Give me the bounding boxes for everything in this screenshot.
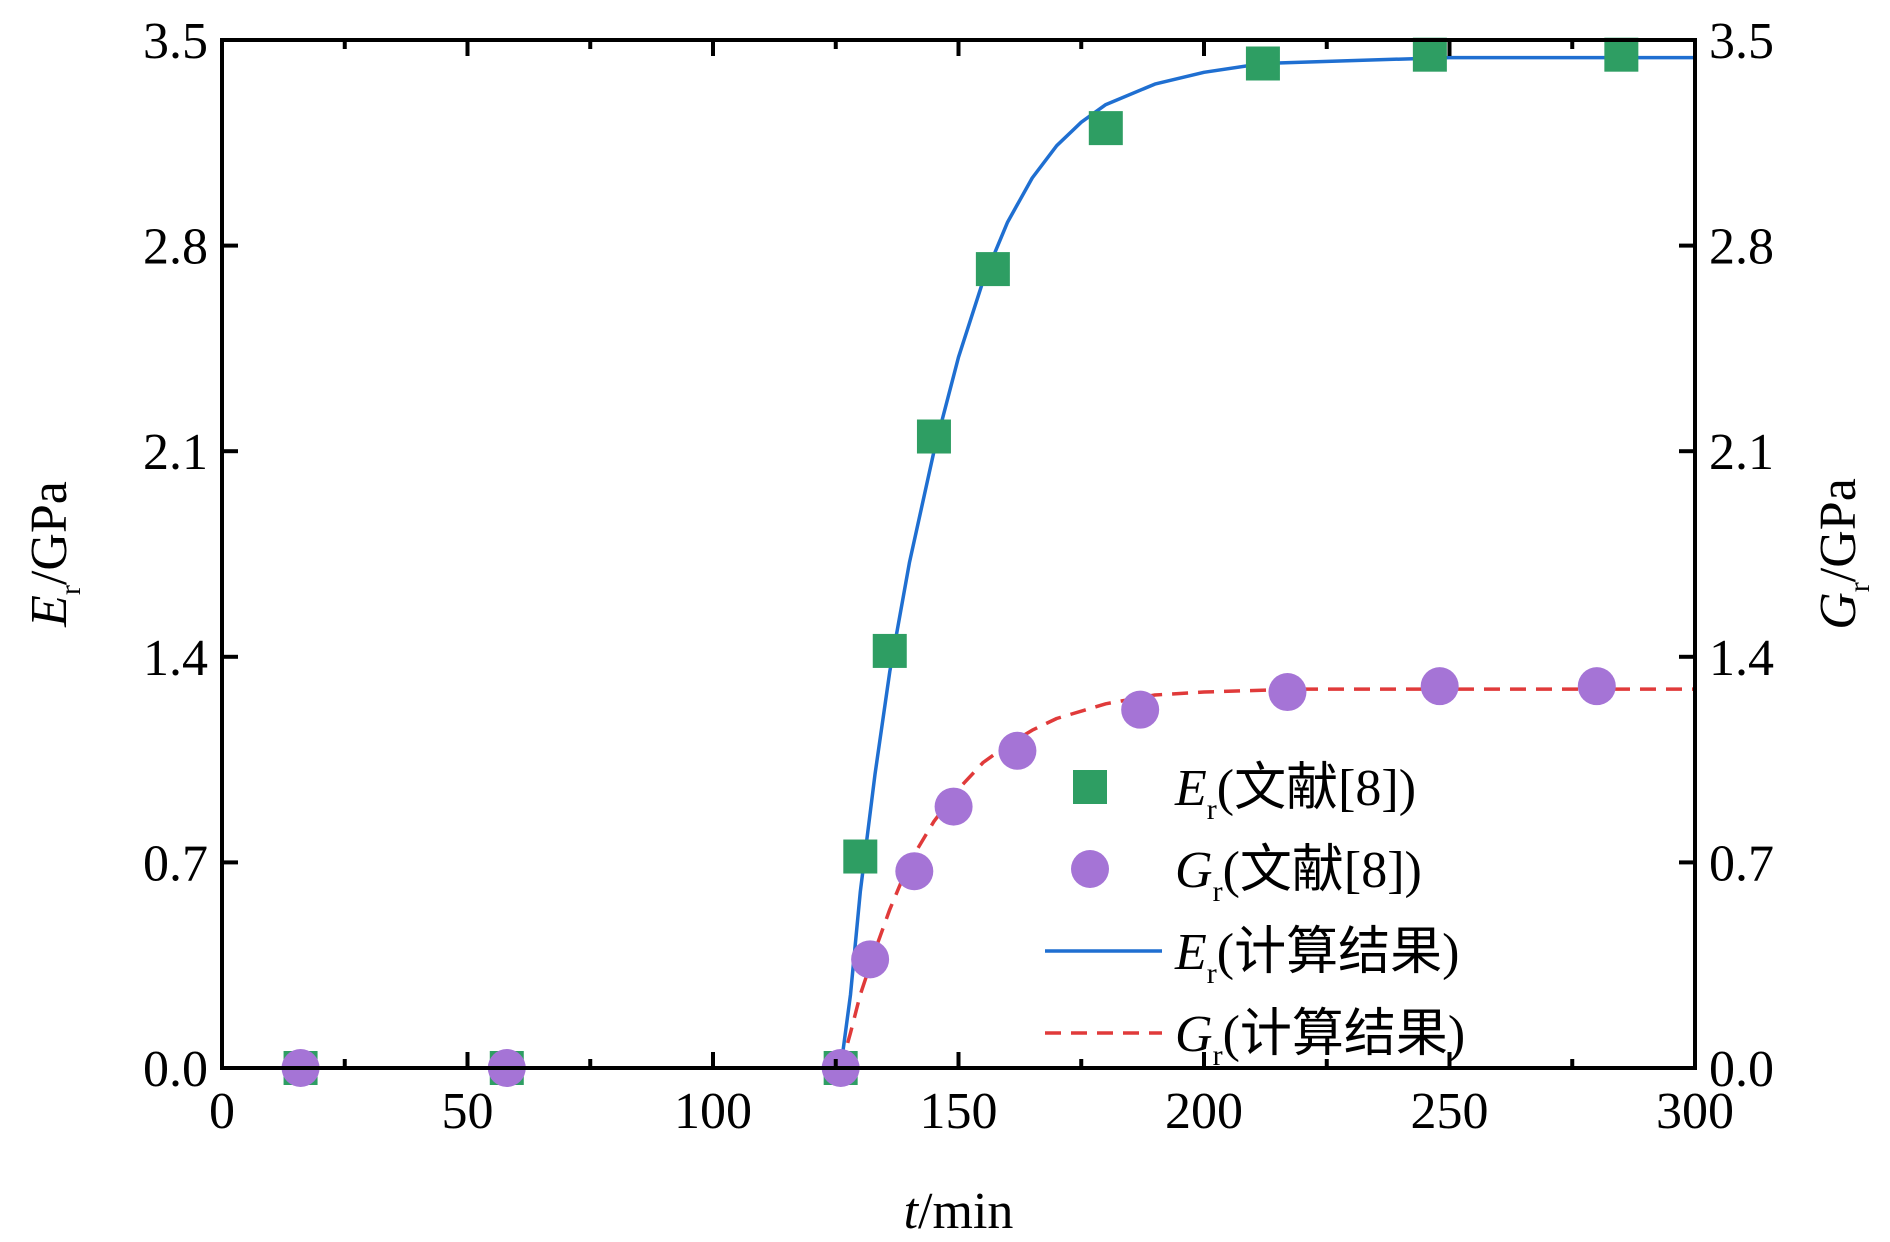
legend-marker-circle	[1071, 850, 1109, 888]
data-point-circle	[934, 787, 973, 826]
y-left-axis-unit: /GPa	[21, 481, 78, 585]
axes: 0 50 100 150 200 250 3000.00.71.42.12.83.50.00…	[21, 13, 1876, 1240]
y-right-tick-label: 2.8	[1709, 219, 1774, 276]
plot-frame	[220, 38, 1697, 1070]
legend: Er(文献[8])Gr(文献[8])Er(计算结果)Gr(计算结果)	[1045, 760, 1465, 1072]
x-tick-label: 200	[1165, 1083, 1243, 1140]
x-tick-label: 250	[1411, 1083, 1489, 1140]
y-right-axis-var: G	[1810, 592, 1867, 630]
data-point-square	[1088, 111, 1123, 146]
y-right-tick-label: 0.0	[1709, 1041, 1774, 1098]
data-point-circle	[851, 940, 890, 979]
y-left-tick-label: 2.8	[143, 219, 208, 276]
data-point-square	[872, 633, 907, 668]
y-left-tick-label: 0.7	[143, 835, 208, 892]
data-point-circle	[1577, 667, 1616, 706]
data-point-square	[916, 419, 951, 454]
x-tick-label: 0	[209, 1083, 235, 1140]
data-point-square	[1604, 37, 1639, 72]
y-right-tick-label: 1.4	[1709, 630, 1774, 687]
data-point-square	[975, 252, 1010, 287]
y-left-axis-var: E	[21, 595, 78, 628]
y-left-axis-title: Er/GPa	[21, 481, 87, 628]
y-right-tick-label: 0.7	[1709, 835, 1774, 892]
y-left-tick-label: 1.4	[143, 630, 208, 687]
legend-var: G	[1175, 842, 1213, 899]
legend-text: (计算结果)	[1217, 924, 1460, 981]
x-axis-unit: /min	[918, 1183, 1013, 1240]
legend-sub: r	[1207, 957, 1217, 990]
legend-var: E	[1174, 924, 1207, 981]
legend-label: Er(文献[8])	[1174, 760, 1416, 826]
data-point-square	[1245, 46, 1280, 81]
y-left-axis-sub: r	[54, 585, 87, 595]
data-point-circle	[1121, 690, 1160, 729]
data-point-circle	[1268, 673, 1307, 712]
legend-text: (文献[8])	[1223, 842, 1422, 899]
x-axis-title: t/min	[904, 1183, 1014, 1240]
y-right-tick-label: 3.5	[1709, 13, 1774, 70]
legend-marker-square	[1073, 770, 1107, 804]
y-left-tick-label: 0.0	[143, 1041, 208, 1098]
legend-label: Gr(计算结果)	[1175, 1006, 1465, 1072]
x-tick-label: 50	[442, 1083, 494, 1140]
y-right-axis-unit: /GPa	[1810, 478, 1867, 582]
data-point-square	[1412, 37, 1447, 72]
y-left-tick-label: 2.1	[143, 424, 208, 481]
data-point-circle	[895, 852, 934, 891]
legend-sub: r	[1213, 1039, 1223, 1072]
y-left-tick-label: 3.5	[143, 13, 208, 70]
legend-label: Gr(文献[8])	[1175, 842, 1422, 908]
y-right-axis-title: Gr/GPa	[1810, 478, 1876, 630]
plot-marks	[222, 37, 1695, 1087]
legend-text: (计算结果)	[1223, 1006, 1466, 1063]
legend-text: (文献[8])	[1217, 760, 1416, 817]
x-axis-var: t	[904, 1183, 920, 1240]
data-point-circle	[1420, 667, 1459, 706]
y-right-axis-sub: r	[1843, 582, 1876, 592]
x-tick-label: 150	[920, 1083, 998, 1140]
y-right-tick-label: 2.1	[1709, 424, 1774, 481]
legend-var: E	[1174, 760, 1207, 817]
data-point-circle	[998, 731, 1037, 770]
data-point-square	[843, 839, 878, 874]
legend-sub: r	[1207, 793, 1217, 826]
legend-label: Er(计算结果)	[1174, 924, 1459, 990]
x-tick-label: 300	[1656, 1083, 1734, 1140]
legend-sub: r	[1213, 875, 1223, 908]
x-tick-label: 100	[674, 1083, 752, 1140]
legend-var: G	[1175, 1006, 1213, 1063]
series-line-2	[222, 55, 1695, 1070]
